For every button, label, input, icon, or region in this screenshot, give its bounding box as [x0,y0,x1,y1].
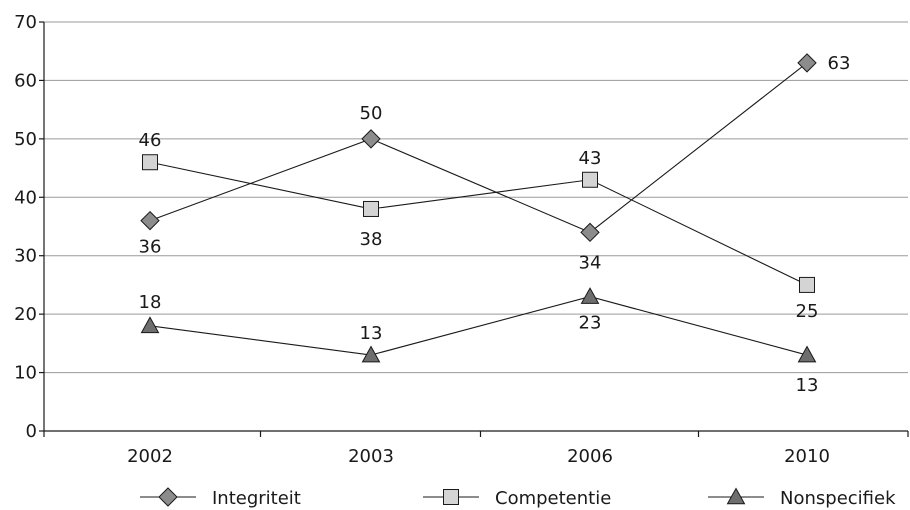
legend-item-nonspecifiek: Nonspecifiek [708,487,896,509]
point-integriteit-2006 [580,222,600,243]
axes [43,22,908,432]
legend-label-nonspecifiek: Nonspecifiek [780,488,896,509]
legend-marker-integriteit [158,487,178,507]
y-tick-label-50: 50 [14,129,37,150]
data-label-competentie-2010: 25 [796,301,819,322]
point-nonspecifiek-2010 [797,345,817,363]
data-label-integriteit-2003: 50 [360,103,383,124]
data-labels: 36 50 34 63 46 38 43 25 18 13 23 13 [139,53,851,396]
gridlines [44,21,908,374]
data-label-integriteit-2010: 63 [828,53,851,74]
y-tick-label-70: 70 [14,12,37,33]
point-competentie-2006 [582,171,598,188]
x-tick-label-2003: 2003 [348,446,394,467]
point-competentie-2003 [363,200,379,217]
legend-item-competentie: Competentie [423,488,611,509]
y-tick-label-30: 30 [14,246,37,267]
x-tick-label-2006: 2006 [567,446,613,467]
data-label-nonspecifiek-2006: 23 [579,313,602,334]
data-label-nonspecifiek-2003: 13 [360,323,383,344]
point-integriteit-2010 [797,53,817,73]
data-label-competentie-2003: 38 [360,229,383,250]
x-tick-label-2010: 2010 [784,446,830,467]
data-label-integriteit-2006: 34 [579,252,602,273]
series-line-nonspecifiek [149,296,808,356]
y-tick-label-60: 60 [14,70,37,91]
legend-label-competentie: Competentie [495,488,611,509]
legend-marker-competentie [443,489,459,505]
legend: Integriteit Competentie Nonspecifiek [140,487,896,509]
y-axis-ticks: 0 10 20 30 40 50 60 70 [14,12,44,442]
series-group [140,53,817,363]
legend-item-integriteit: Integriteit [140,487,301,509]
series-line-integriteit [149,62,808,233]
x-axis-ticks: 2002 2003 2006 2010 [43,431,909,467]
legend-label-integriteit: Integriteit [212,488,301,509]
series-line-competentie [149,161,808,286]
point-competentie-2010 [799,276,815,293]
point-nonspecifiek-2006 [580,287,600,304]
data-label-nonspecifiek-2010: 13 [796,375,819,396]
legend-marker-nonspecifiek [726,487,746,505]
y-tick-label-10: 10 [14,363,37,384]
y-tick-label-40: 40 [14,187,37,208]
point-nonspecifiek-2002 [140,316,160,334]
point-nonspecifiek-2003 [361,345,381,363]
data-label-integriteit-2002: 36 [139,237,162,258]
data-label-competentie-2002: 46 [139,130,162,151]
y-tick-label-20: 20 [14,304,37,325]
x-tick-label-2002: 2002 [127,446,173,467]
y-tick-label-0: 0 [26,421,37,442]
data-label-competentie-2006: 43 [579,148,602,169]
point-competentie-2002 [142,154,158,171]
data-label-nonspecifiek-2002: 18 [139,292,162,313]
point-integriteit-2002 [140,210,160,231]
point-integriteit-2003 [361,129,381,149]
